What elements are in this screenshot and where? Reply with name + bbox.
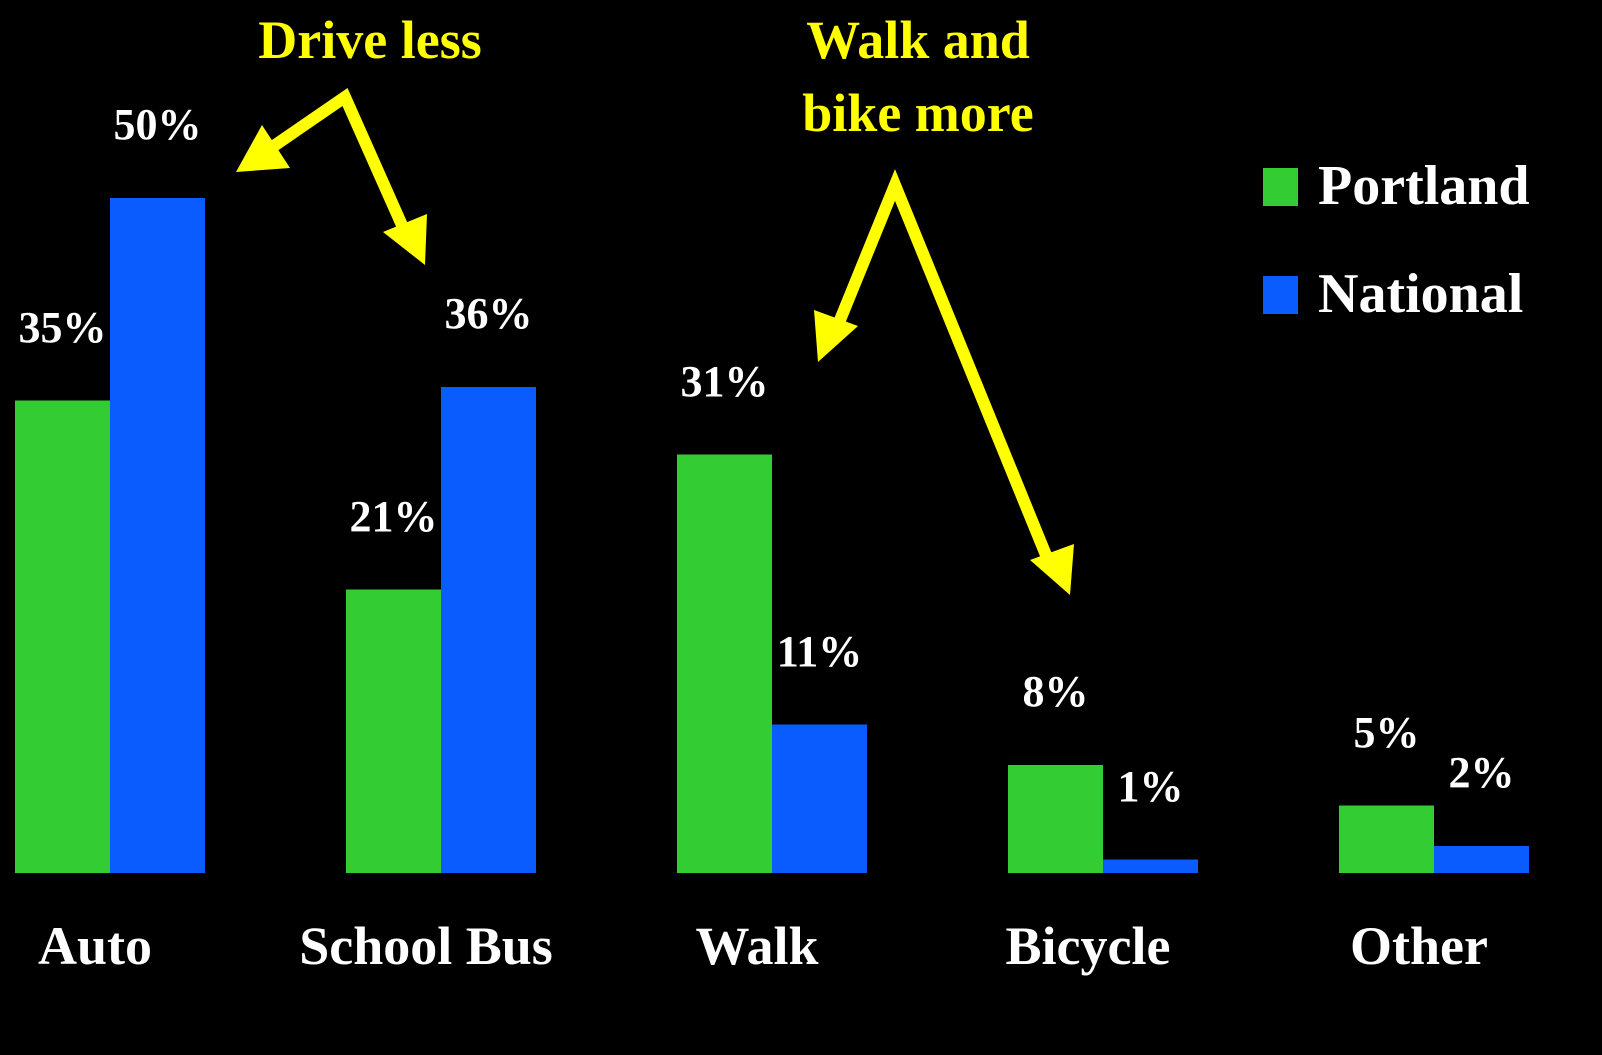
bar [772,724,867,873]
data-label: 11% [776,626,863,676]
annotation: Drive less [258,10,482,70]
arrow-head [814,310,858,362]
data-label: 50% [113,100,202,149]
bar [677,454,772,873]
arrow [832,169,1054,563]
bar [346,589,441,873]
data-label: 35% [18,302,107,352]
x-tick-label: Bicycle [1005,916,1171,976]
arrows [264,87,1054,563]
legend-label: National [1318,263,1524,325]
x-tick-label: Walk [695,916,819,976]
arrow-head [236,125,290,172]
arrow-head [383,214,427,265]
bar [110,198,205,873]
x-tick-label: School Bus [299,916,553,976]
bar [1434,846,1529,873]
x-tick-label: Auto [37,916,152,976]
annotation: Walk and bike more [802,10,1034,143]
legend-swatch [1263,276,1298,314]
bar [15,400,110,873]
legend-swatch [1263,168,1298,206]
data-label: 8% [1022,667,1089,716]
legend-label: Portland [1318,155,1530,217]
arrow [264,87,411,235]
arrow-head [1030,544,1074,595]
bar [1103,859,1198,873]
data-label: 5% [1353,707,1420,757]
data-label: 21% [349,491,438,541]
data-label: 1% [1117,761,1184,811]
data-label: 36% [444,289,533,338]
arrow-heads [236,125,1074,595]
x-tick-label: Other [1350,916,1488,976]
bar [1008,765,1103,873]
bar [441,387,536,873]
bar [1339,805,1434,873]
data-label: 31% [680,356,769,406]
data-label: 2% [1448,748,1515,797]
